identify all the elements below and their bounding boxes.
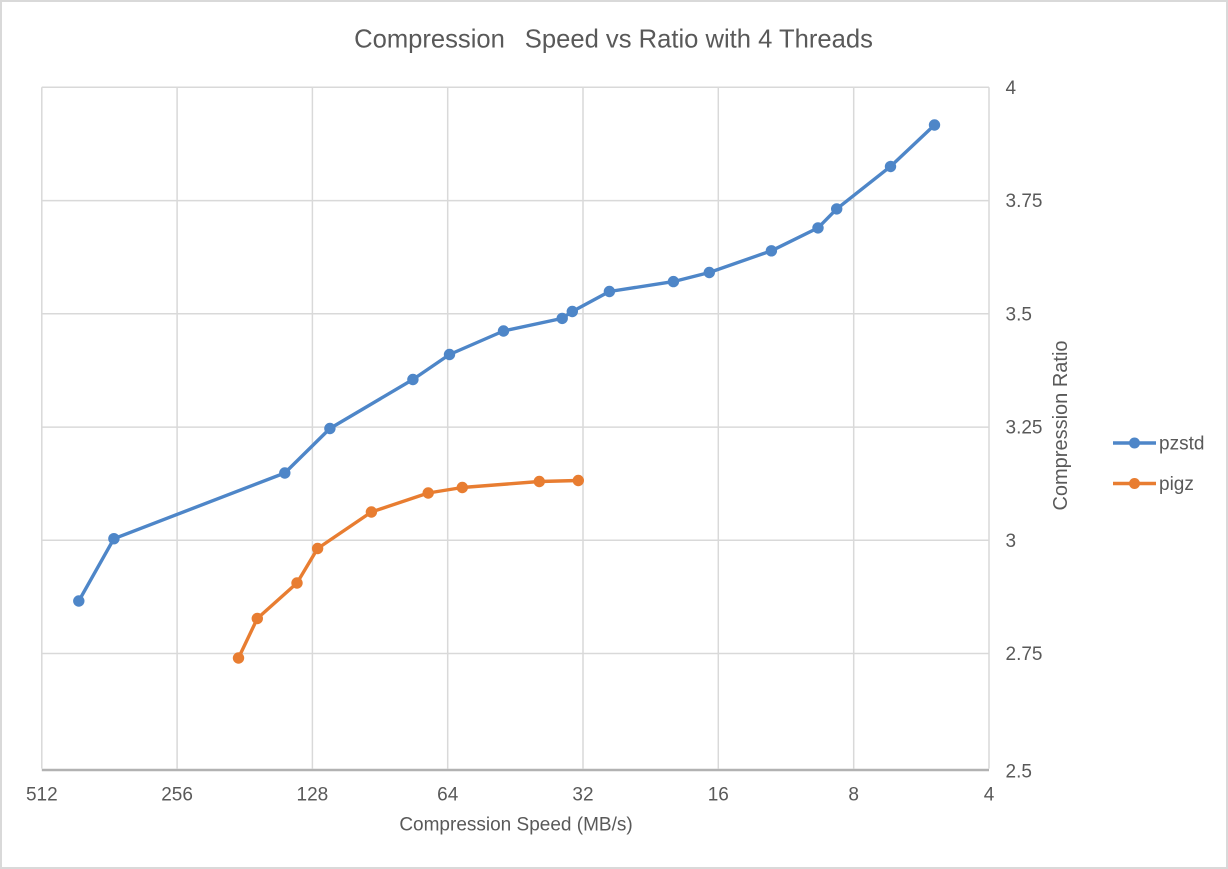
svg-text:128: 128 bbox=[297, 785, 329, 806]
svg-text:8: 8 bbox=[848, 785, 859, 806]
svg-text:2.5: 2.5 bbox=[1006, 761, 1032, 782]
svg-text:3.5: 3.5 bbox=[1006, 304, 1032, 325]
svg-text:3.25: 3.25 bbox=[1006, 418, 1043, 439]
svg-text:pzstd: pzstd bbox=[1159, 434, 1204, 455]
svg-text:16: 16 bbox=[708, 785, 729, 806]
svg-text:2.75: 2.75 bbox=[1006, 644, 1043, 665]
svg-text:pigz: pigz bbox=[1159, 474, 1194, 495]
svg-text:3: 3 bbox=[1006, 531, 1017, 552]
svg-text:Compression Speed vs Ratio wi: Compression Speed vs Ratio with 4 Thread… bbox=[354, 26, 873, 54]
svg-text:3.75: 3.75 bbox=[1006, 191, 1043, 212]
svg-text:4: 4 bbox=[1006, 78, 1017, 99]
svg-text:256: 256 bbox=[161, 785, 193, 806]
svg-text:512: 512 bbox=[26, 785, 58, 806]
svg-text:4: 4 bbox=[984, 785, 995, 806]
svg-text:Compression Ratio: Compression Ratio bbox=[1050, 340, 1072, 510]
svg-text:Compression Speed (MB/s): Compression Speed (MB/s) bbox=[399, 815, 632, 836]
svg-text:32: 32 bbox=[572, 785, 593, 806]
svg-text:64: 64 bbox=[437, 785, 459, 806]
